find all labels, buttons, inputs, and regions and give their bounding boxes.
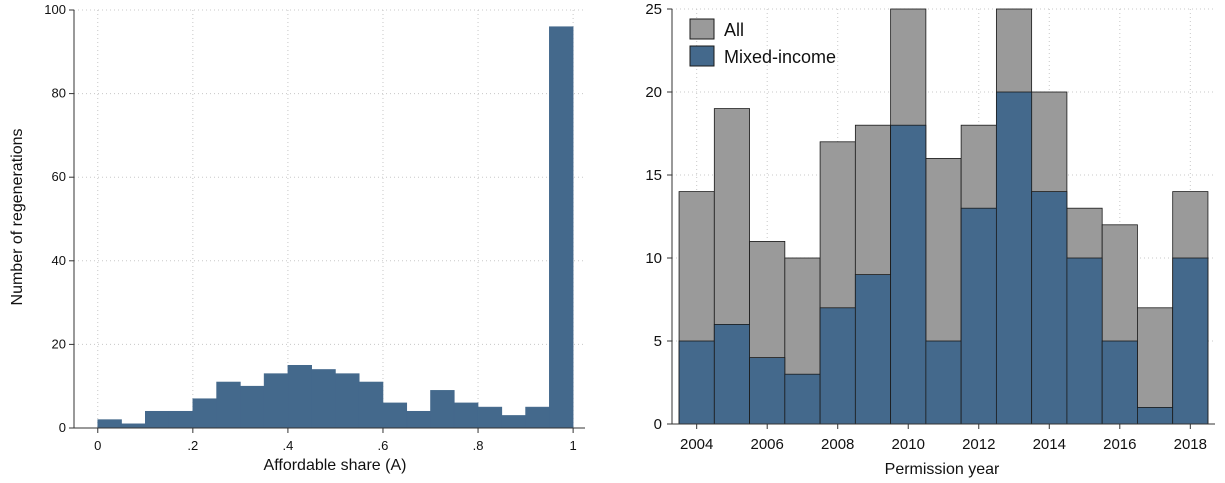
bar-mixed-income — [1066, 257, 1103, 425]
histogram-bar — [430, 390, 455, 429]
bar-mixed-income — [960, 207, 997, 425]
histogram-bar — [477, 406, 503, 429]
left-x-tick-label: .8 — [473, 438, 484, 453]
right-x-axis-title: Permission year — [885, 461, 1000, 478]
left-y-tick-label: 20 — [52, 336, 66, 351]
bar-mixed-income — [854, 274, 892, 425]
right-x-tick-label: 2018 — [1174, 436, 1207, 453]
histogram-bar — [311, 369, 336, 429]
left-x-tick-label: 0 — [94, 438, 101, 453]
histogram-bar — [406, 410, 431, 429]
histogram-bar — [501, 415, 526, 429]
bar-mixed-income — [819, 307, 856, 425]
histogram-bar — [335, 373, 360, 429]
bar-mixed-income — [890, 124, 927, 425]
legend: All Mixed-income — [689, 18, 836, 67]
bar-mixed-income — [995, 91, 1033, 425]
left-bars — [97, 26, 574, 429]
left-y-tick-label: 60 — [52, 169, 66, 184]
bar-mixed-income — [1137, 406, 1174, 425]
bar-all — [1137, 307, 1174, 425]
histogram-bar — [525, 406, 550, 429]
left-x-tick-label: 1 — [569, 438, 576, 453]
histogram-bar — [240, 385, 265, 429]
right-axes: 0 5 10 15 20 25 2004 2006 2008 2010 2012 2014 2016 20… — [645, 1, 1215, 453]
left-y-axis-title: Number of regenerations — [9, 129, 26, 306]
left-y-tick-label: 40 — [52, 253, 66, 268]
right-x-tick-label: 2012 — [962, 436, 995, 453]
histogram-bar — [453, 402, 479, 429]
histogram-bar — [97, 419, 122, 429]
bar-mixed-income — [1101, 340, 1138, 425]
histogram-bar — [145, 410, 170, 429]
permission-year-histogram: 0 5 10 15 20 25 2004 2006 2008 2010 2012 2014 2016 20… — [645, 1, 1215, 478]
right-y-tick-label: 0 — [654, 416, 662, 433]
left-y-tick-label: 80 — [52, 86, 66, 101]
bar-mixed-income — [784, 373, 821, 425]
left-x-tick-label: .4 — [282, 438, 293, 453]
left-axes: 0 20 40 60 80 100 0 .2 .4 .6 .8 1 — [44, 2, 585, 453]
right-y-tick-label: 5 — [654, 333, 662, 350]
right-x-tick-label: 2010 — [892, 436, 925, 453]
left-y-tick-label: 0 — [59, 420, 66, 435]
histogram-bar — [168, 410, 194, 429]
right-y-tick-label: 15 — [645, 167, 662, 184]
histogram-bar — [549, 26, 574, 429]
left-y-tick-label: 100 — [44, 2, 66, 17]
bar-mixed-income — [678, 340, 715, 425]
right-x-tick-label: 2008 — [821, 436, 854, 453]
right-y-tick-label: 10 — [645, 250, 662, 267]
right-y-tick-label: 20 — [645, 84, 662, 101]
legend-label-mixed-income: Mixed-income — [724, 47, 836, 67]
histogram-bar — [358, 381, 384, 429]
left-x-axis-title: Affordable share (A) — [264, 457, 407, 474]
bar-mixed-income — [1172, 257, 1209, 425]
histogram-bar — [287, 364, 312, 429]
bar-mixed-income — [1031, 191, 1068, 425]
right-bars-mixed-income — [678, 91, 1209, 425]
bar-mixed-income — [713, 323, 750, 425]
histogram-bar — [192, 398, 217, 429]
right-x-tick-label: 2014 — [1033, 436, 1066, 453]
legend-swatch-all — [689, 18, 715, 40]
right-x-tick-label: 2006 — [751, 436, 784, 453]
histogram-bar — [121, 423, 146, 429]
legend-swatch-mixed-income — [689, 45, 715, 67]
histogram-bar — [263, 373, 289, 429]
bar-mixed-income — [925, 340, 962, 425]
histogram-bar — [382, 402, 408, 429]
right-x-tick-label: 2004 — [680, 436, 713, 453]
right-x-tick-label: 2016 — [1103, 436, 1136, 453]
legend-label-all: All — [724, 20, 744, 40]
left-x-tick-label: .2 — [187, 438, 198, 453]
affordable-share-histogram: 0 20 40 60 80 100 0 .2 .4 .6 .8 1 Number of regener… — [9, 2, 585, 474]
left-grid — [74, 9, 585, 428]
left-x-tick-label: .6 — [378, 438, 389, 453]
right-y-tick-label: 25 — [645, 1, 662, 18]
bar-mixed-income — [749, 357, 786, 425]
histogram-bar — [216, 381, 241, 429]
